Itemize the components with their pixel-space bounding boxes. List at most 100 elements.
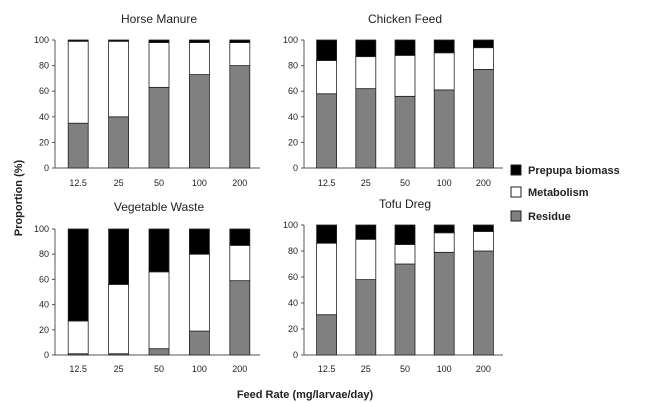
bar-segment-residue xyxy=(188,330,210,356)
x-tick-label: 25 xyxy=(361,178,371,188)
bar-segment-metabolism xyxy=(433,232,455,253)
y-tick-label: 40 xyxy=(288,112,298,122)
bar-segment-residue xyxy=(394,263,416,356)
y-tick-label: 20 xyxy=(39,325,49,335)
legend-item-residue: Residue xyxy=(510,210,571,223)
bar-segment-prepupa-biomass xyxy=(148,228,170,273)
bar-segment-residue xyxy=(188,74,210,169)
legend: Prepupa biomass Metabolism Residue xyxy=(510,164,620,223)
x-tick-label: 12.5 xyxy=(318,178,336,188)
bar-tofu-dreg-25 xyxy=(355,224,377,356)
y-tick-label: 80 xyxy=(39,249,49,259)
legend-label-prepupa: Prepupa biomass xyxy=(528,165,620,177)
x-tick-label: 50 xyxy=(154,178,164,188)
bar-segment-prepupa-biomass xyxy=(108,39,129,42)
bar-segment-residue xyxy=(433,251,455,356)
bar-segment-residue xyxy=(433,89,455,169)
panel-title: Vegetable Waste xyxy=(114,200,205,214)
y-tick-label: 0 xyxy=(293,350,298,360)
bar-chicken-feed-200 xyxy=(472,39,494,169)
bar-segment-residue xyxy=(67,122,89,169)
y-tick-label: 40 xyxy=(288,298,298,308)
y-tick-label: 60 xyxy=(288,272,298,282)
panel-tofu-dreg: Tofu Dreg 0 20 40 60 80 100 12.5 25 50 100 200 xyxy=(283,197,503,374)
bar-segment-metabolism xyxy=(433,52,455,91)
bar-segment-residue xyxy=(108,116,129,169)
bar-segment-metabolism xyxy=(67,320,89,355)
bar-segment-metabolism xyxy=(188,42,210,75)
bar-segment-metabolism xyxy=(108,284,129,355)
bar-tofu-dreg-50 xyxy=(394,224,416,356)
bar-segment-prepupa-biomass xyxy=(148,39,170,43)
y-tick-label: 100 xyxy=(34,35,49,45)
bar-tofu-dreg-12-5 xyxy=(316,224,338,356)
x-tick-label: 25 xyxy=(114,178,124,188)
y-tick-label: 60 xyxy=(39,274,49,284)
x-tick-label: 50 xyxy=(400,178,410,188)
x-tick-label: 12.5 xyxy=(318,364,336,374)
y-tick-label: 100 xyxy=(283,35,298,45)
panel-title: Horse Manure xyxy=(121,12,197,26)
bar-segment-prepupa-biomass xyxy=(394,39,416,56)
bar-segment-metabolism xyxy=(67,40,89,124)
bar-segment-residue xyxy=(148,348,170,356)
bar-segment-residue xyxy=(229,280,251,356)
bar-vegetable-waste-25 xyxy=(108,228,129,356)
y-tick-label: 100 xyxy=(283,220,298,230)
bar-segment-prepupa-biomass xyxy=(229,39,251,43)
y-tick-label: 80 xyxy=(39,61,49,71)
bar-segment-metabolism xyxy=(472,231,494,252)
legend-swatch-prepupa xyxy=(510,164,522,176)
bar-segment-residue xyxy=(472,250,494,356)
bar-segment-residue xyxy=(355,88,377,169)
bar-chicken-feed-50 xyxy=(394,39,416,169)
x-tick-label: 100 xyxy=(437,364,452,374)
bar-horse-manure-200 xyxy=(229,39,251,169)
bar-vegetable-waste-50 xyxy=(148,228,170,356)
panel-chicken-feed: Chicken Feed 0 20 40 60 80 100 12.5 25 50 100 200 xyxy=(283,12,503,188)
bar-segment-metabolism xyxy=(394,244,416,265)
x-tick-label: 200 xyxy=(476,178,491,188)
bar-segment-metabolism xyxy=(148,271,170,350)
bar-segment-metabolism xyxy=(148,42,170,88)
x-tick-label: 12.5 xyxy=(69,364,87,374)
bar-segment-metabolism xyxy=(108,40,129,118)
x-tick-label: 12.5 xyxy=(69,178,87,188)
y-tick-label: 20 xyxy=(39,137,49,147)
legend-swatch-residue xyxy=(510,210,522,222)
legend-label-residue: Residue xyxy=(528,211,571,223)
panel-vegetable-waste: Vegetable Waste 0 20 40 60 80 100 12.5 25 50 100 20… xyxy=(34,200,260,374)
y-tick-label: 20 xyxy=(288,324,298,334)
bar-segment-prepupa-biomass xyxy=(188,39,210,43)
bar-segment-residue xyxy=(148,86,170,169)
bar-segment-prepupa-biomass xyxy=(433,39,455,54)
bar-segment-prepupa-biomass xyxy=(433,224,455,234)
bar-segment-prepupa-biomass xyxy=(355,224,377,240)
x-tick-label: 200 xyxy=(476,364,491,374)
y-tick-label: 40 xyxy=(39,300,49,310)
bar-vegetable-waste-12-5 xyxy=(67,228,89,356)
bar-horse-manure-25 xyxy=(108,39,129,169)
x-tick-label: 25 xyxy=(114,364,124,374)
bar-segment-prepupa-biomass xyxy=(472,39,494,49)
bar-segment-residue xyxy=(394,95,416,169)
x-tick-label: 25 xyxy=(361,364,371,374)
bar-segment-prepupa-biomass xyxy=(394,224,416,245)
x-tick-label: 50 xyxy=(400,364,410,374)
y-tick-label: 100 xyxy=(34,224,49,234)
bar-segment-metabolism xyxy=(316,60,338,95)
y-tick-label: 80 xyxy=(288,246,298,256)
y-tick-label: 20 xyxy=(288,137,298,147)
bar-segment-metabolism xyxy=(316,242,338,316)
y-tick-label: 0 xyxy=(44,163,49,173)
legend-item-prepupa: Prepupa biomass xyxy=(510,164,620,177)
bar-tofu-dreg-100 xyxy=(433,224,455,356)
bar-segment-metabolism xyxy=(394,54,416,97)
bar-chicken-feed-100 xyxy=(433,39,455,169)
bar-horse-manure-100 xyxy=(188,39,210,169)
y-tick-label: 0 xyxy=(44,350,49,360)
bar-vegetable-waste-200 xyxy=(229,228,251,356)
bar-segment-residue xyxy=(472,69,494,169)
y-tick-label: 0 xyxy=(293,163,298,173)
bar-chicken-feed-25 xyxy=(355,39,377,169)
